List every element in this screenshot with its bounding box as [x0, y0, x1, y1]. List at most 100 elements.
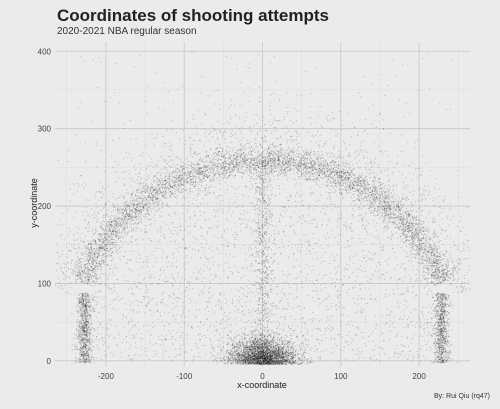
- shot-point: [339, 182, 341, 184]
- shot-point: [257, 359, 259, 361]
- shot-point: [260, 332, 262, 334]
- shot-point: [240, 349, 242, 351]
- shot-point: [239, 357, 241, 359]
- shot-point: [232, 358, 234, 360]
- shot-point: [99, 244, 101, 246]
- shot-point: [266, 345, 268, 347]
- shot-point: [241, 352, 243, 354]
- shot-point: [280, 361, 282, 363]
- shot-point: [305, 363, 307, 365]
- shot-point: [270, 322, 272, 324]
- shot-point: [277, 347, 279, 349]
- shot-point: [292, 345, 294, 347]
- shot-point: [253, 353, 255, 355]
- shot-point: [241, 361, 243, 363]
- shot-point: [280, 361, 282, 363]
- shot-point: [286, 357, 288, 359]
- shot-point: [257, 342, 259, 344]
- shot-point: [271, 349, 273, 351]
- shot-point: [150, 198, 152, 200]
- shot-point: [265, 356, 267, 358]
- shot-point: [240, 150, 242, 152]
- shot-point: [263, 342, 265, 344]
- shot-point: [278, 363, 280, 365]
- shot-point: [248, 345, 250, 347]
- shot-point: [147, 207, 149, 209]
- shot-point: [259, 345, 261, 347]
- shot-point: [257, 363, 259, 365]
- shot-point: [258, 218, 259, 220]
- shot-point: [269, 350, 271, 352]
- shot-point: [224, 362, 226, 364]
- shot-point: [261, 355, 263, 357]
- shot-point: [241, 354, 243, 356]
- shot-point: [234, 360, 236, 362]
- shot-point: [311, 346, 313, 348]
- shot-point: [263, 345, 265, 347]
- shot-point: [220, 165, 222, 167]
- shot-point: [258, 234, 260, 236]
- shot-point: [254, 337, 256, 339]
- shot-point: [251, 363, 253, 365]
- shot-point: [272, 362, 274, 364]
- shot-point: [294, 361, 296, 363]
- shot-point: [246, 351, 248, 353]
- shot-point: [260, 352, 262, 354]
- shot-point: [260, 277, 262, 279]
- shot-point: [261, 226, 263, 228]
- shot-point: [289, 355, 291, 357]
- shot-point: [248, 356, 250, 358]
- shot-point: [248, 356, 250, 358]
- shot-point: [273, 360, 275, 362]
- shot-point: [290, 357, 292, 359]
- shot-point: [362, 216, 364, 218]
- shot-point: [198, 168, 200, 170]
- shot-point: [255, 342, 257, 344]
- shot-point: [275, 353, 277, 355]
- shot-point: [261, 260, 263, 262]
- shot-point: [242, 355, 244, 357]
- shot-point: [251, 344, 253, 346]
- shot-point: [244, 359, 246, 361]
- shot-point: [252, 187, 254, 188]
- shot-point: [269, 334, 271, 336]
- shot-point: [268, 302, 270, 304]
- shot-point: [256, 341, 258, 343]
- shot-point: [262, 359, 264, 361]
- shot-point: [258, 347, 260, 349]
- shot-point: [266, 300, 268, 302]
- shot-point: [266, 361, 268, 363]
- shot-point: [265, 362, 267, 364]
- shot-point: [254, 355, 255, 357]
- shot-point: [274, 352, 276, 354]
- shot-point: [258, 175, 260, 177]
- shot-point: [269, 362, 271, 364]
- shot-point: [415, 254, 417, 256]
- shot-point: [259, 310, 261, 312]
- shot-point: [259, 358, 261, 360]
- shot-point: [255, 361, 257, 363]
- shot-point: [272, 362, 274, 364]
- shot-point: [271, 354, 273, 356]
- shot-point: [272, 354, 274, 356]
- shot-point: [292, 356, 294, 358]
- shot-point: [228, 356, 230, 358]
- shot-point: [403, 223, 405, 225]
- shot-point: [262, 227, 264, 228]
- shot-point: [276, 352, 278, 354]
- shot-point: [266, 350, 268, 352]
- shot-point: [264, 296, 266, 298]
- shot-point: [257, 356, 259, 358]
- shot-point: [263, 363, 265, 365]
- shot-point: [227, 177, 229, 179]
- shot-point: [447, 266, 449, 268]
- shot-point: [258, 331, 260, 333]
- shot-point: [88, 266, 90, 268]
- shot-point: [236, 345, 238, 347]
- shot-point: [268, 168, 270, 170]
- shot-point: [266, 320, 268, 322]
- shot-point: [279, 363, 281, 365]
- shot-point: [282, 358, 284, 360]
- shot-point: [255, 351, 257, 353]
- shot-point: [270, 357, 272, 359]
